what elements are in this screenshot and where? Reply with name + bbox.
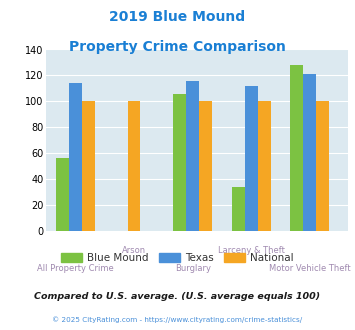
Bar — [258, 101, 271, 231]
Text: Arson: Arson — [122, 246, 146, 254]
Bar — [304, 74, 316, 231]
Text: Property Crime Comparison: Property Crime Comparison — [69, 40, 286, 53]
Legend: Blue Mound, Texas, National: Blue Mound, Texas, National — [57, 249, 298, 267]
Bar — [186, 81, 199, 231]
Text: © 2025 CityRating.com - https://www.cityrating.com/crime-statistics/: © 2025 CityRating.com - https://www.city… — [53, 317, 302, 323]
Bar — [173, 94, 186, 231]
Bar — [316, 101, 329, 231]
Text: Motor Vehicle Theft: Motor Vehicle Theft — [269, 264, 351, 273]
Bar — [199, 101, 212, 231]
Bar — [245, 86, 258, 231]
Bar — [290, 65, 304, 231]
Bar — [56, 158, 69, 231]
Bar — [232, 187, 245, 231]
Bar — [127, 101, 141, 231]
Text: Larceny & Theft: Larceny & Theft — [218, 246, 285, 254]
Text: Burglary: Burglary — [175, 264, 211, 273]
Bar — [69, 83, 82, 231]
Text: 2019 Blue Mound: 2019 Blue Mound — [109, 10, 246, 24]
Text: All Property Crime: All Property Crime — [37, 264, 114, 273]
Bar — [82, 101, 95, 231]
Text: Compared to U.S. average. (U.S. average equals 100): Compared to U.S. average. (U.S. average … — [34, 292, 321, 301]
